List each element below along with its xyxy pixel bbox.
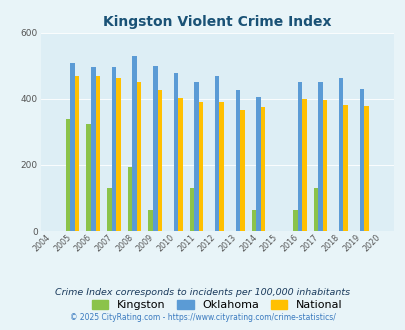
- Bar: [359, 89, 363, 231]
- Bar: [128, 167, 132, 231]
- Bar: [91, 67, 95, 231]
- Text: © 2025 CityRating.com - https://www.cityrating.com/crime-statistics/: © 2025 CityRating.com - https://www.city…: [70, 313, 335, 322]
- Bar: [322, 100, 326, 231]
- Bar: [214, 76, 219, 231]
- Bar: [173, 73, 178, 231]
- Bar: [292, 210, 297, 231]
- Bar: [95, 76, 100, 231]
- Bar: [260, 107, 265, 231]
- Bar: [235, 90, 239, 231]
- Legend: Kingston, Oklahoma, National: Kingston, Oklahoma, National: [92, 300, 342, 310]
- Bar: [198, 102, 203, 231]
- Bar: [136, 82, 141, 231]
- Bar: [70, 63, 75, 231]
- Bar: [107, 188, 111, 231]
- Bar: [297, 82, 301, 231]
- Bar: [313, 188, 318, 231]
- Bar: [301, 99, 306, 231]
- Bar: [148, 210, 153, 231]
- Bar: [116, 78, 120, 231]
- Bar: [251, 210, 256, 231]
- Bar: [153, 66, 157, 231]
- Bar: [66, 119, 70, 231]
- Bar: [256, 97, 260, 231]
- Bar: [178, 98, 182, 231]
- Bar: [86, 124, 91, 231]
- Bar: [239, 110, 244, 231]
- Bar: [75, 76, 79, 231]
- Bar: [219, 102, 224, 231]
- Title: Kingston Violent Crime Index: Kingston Violent Crime Index: [103, 15, 330, 29]
- Bar: [189, 188, 194, 231]
- Bar: [132, 56, 136, 231]
- Bar: [363, 106, 368, 231]
- Bar: [194, 82, 198, 231]
- Text: Crime Index corresponds to incidents per 100,000 inhabitants: Crime Index corresponds to incidents per…: [55, 287, 350, 297]
- Bar: [318, 82, 322, 231]
- Bar: [111, 67, 116, 231]
- Bar: [343, 105, 347, 231]
- Bar: [157, 90, 162, 231]
- Bar: [338, 78, 343, 231]
